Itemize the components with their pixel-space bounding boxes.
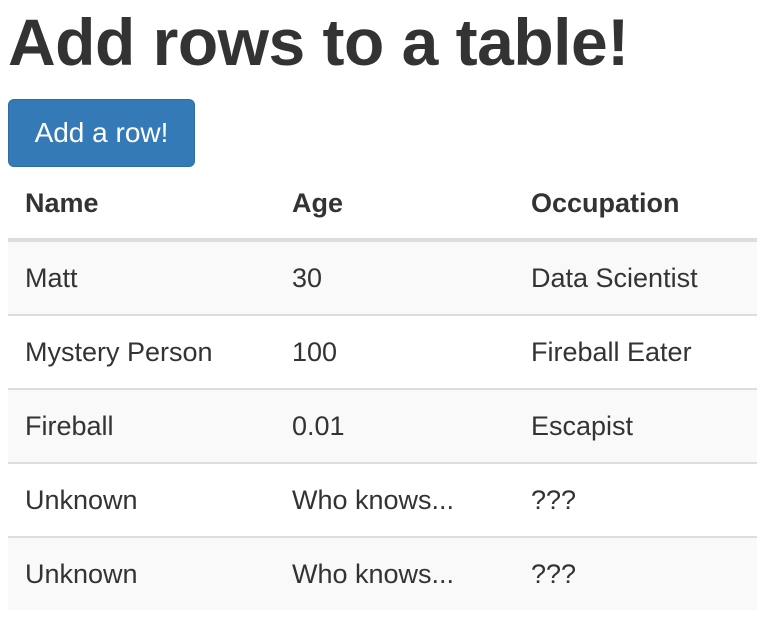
cell-age: 0.01	[275, 388, 514, 463]
column-header-age: Age	[275, 168, 514, 242]
table-row: Mystery Person 100 Fireball Eater	[8, 314, 757, 389]
cell-occupation: ???	[514, 536, 757, 610]
table-row: Fireball 0.01 Escapist	[8, 388, 757, 463]
cell-name: Unknown	[8, 462, 275, 537]
cell-name: Mystery Person	[8, 314, 275, 389]
cell-age: Who knows...	[275, 462, 514, 537]
page-title: Add rows to a table!	[8, 5, 629, 79]
cell-occupation: ???	[514, 462, 757, 537]
column-header-name: Name	[8, 168, 275, 242]
cell-age: 30	[292, 262, 323, 293]
cell-name: Fireball	[8, 388, 275, 463]
cell-occupation: Fireball Eater	[514, 314, 757, 389]
cell-age: Who knows...	[275, 536, 514, 610]
cell-occupation: Escapist	[514, 388, 757, 463]
header-row: Name Age Occupation	[8, 168, 757, 242]
add-row-button[interactable]: Add a row!	[8, 99, 195, 167]
cell-age: 100	[275, 314, 514, 389]
column-header-occupation: Occupation	[514, 168, 757, 242]
table-row: Matt 30 Data Scientist	[8, 240, 757, 315]
cell-name: Matt	[25, 262, 78, 293]
cell-name: Unknown	[8, 536, 275, 610]
table-row: Unknown Who knows... ???	[8, 536, 757, 610]
table-header: Name Age Occupation	[8, 168, 757, 242]
data-table: Name Age Occupation Matt 30 Data Scienti…	[8, 168, 757, 610]
table-row: Unknown Who knows... ???	[8, 462, 757, 537]
cell-occupation: Data Scientist	[531, 262, 698, 293]
table-body: Matt 30 Data Scientist Mystery Person 10…	[8, 240, 757, 610]
